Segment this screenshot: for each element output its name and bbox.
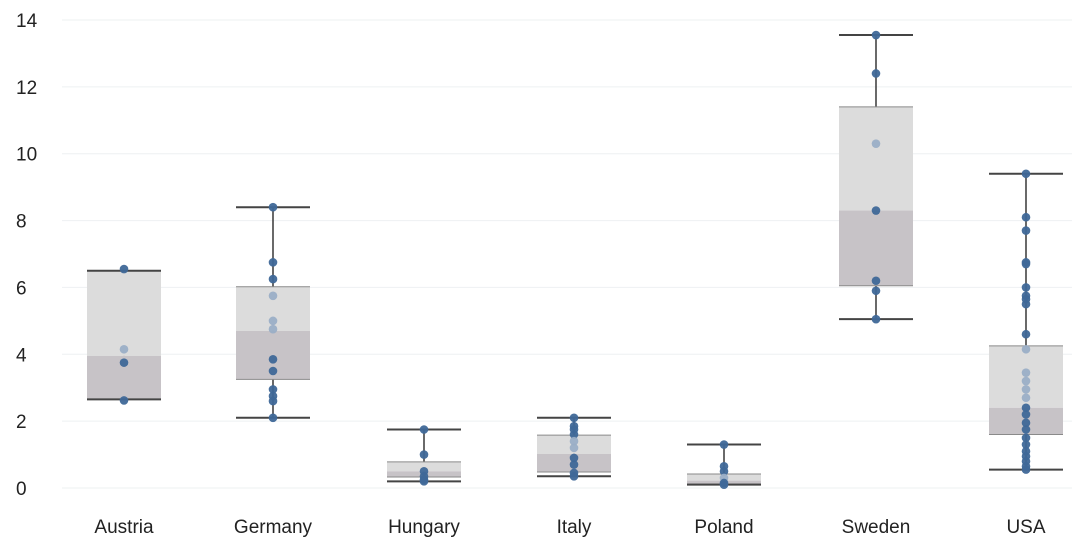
data-point (419, 477, 429, 486)
y-tick-label: 14 (16, 11, 38, 32)
y-tick-label: 12 (16, 78, 37, 99)
data-point (1021, 283, 1031, 292)
data-point (569, 443, 579, 453)
point-layer (119, 30, 1031, 489)
data-point (1021, 393, 1031, 403)
data-point (871, 206, 881, 215)
data-point (871, 30, 881, 40)
axis-layer: 0 2 4 6 8 10 12 14 Austria Germany Hungary Italy Pol… (16, 11, 1046, 538)
data-point (1021, 212, 1031, 222)
x-tick-label: Austria (94, 517, 154, 538)
y-tick-label: 6 (16, 278, 27, 299)
data-point (871, 139, 881, 148)
data-point (569, 430, 579, 439)
data-point (1021, 169, 1031, 179)
data-point (1021, 299, 1031, 309)
data-point (268, 274, 278, 284)
y-tick-label: 8 (16, 212, 27, 233)
data-point (719, 466, 729, 476)
data-point (1021, 440, 1031, 449)
x-tick-label: Poland (694, 517, 753, 538)
data-point (268, 316, 278, 326)
data-point (268, 258, 278, 267)
data-point (1021, 410, 1031, 419)
data-point (871, 276, 881, 286)
data-point (1021, 465, 1031, 474)
grid-layer (62, 19, 1072, 489)
data-point (719, 480, 729, 489)
data-point (1021, 433, 1031, 443)
x-tick-label: USA (1006, 517, 1045, 538)
data-point (569, 453, 579, 463)
box-upper (839, 106, 913, 211)
data-point (1021, 418, 1031, 428)
x-tick-label: Hungary (388, 517, 460, 538)
data-point (1021, 403, 1031, 413)
y-tick-label: 4 (16, 345, 27, 366)
data-point (119, 358, 129, 367)
data-point (419, 450, 429, 459)
data-point (268, 324, 278, 334)
box-layer (87, 34, 1063, 486)
data-point (119, 264, 129, 274)
data-point (1021, 259, 1031, 269)
data-point (119, 396, 129, 405)
data-point (871, 286, 881, 296)
data-point (268, 385, 278, 394)
data-point (871, 69, 881, 78)
data-point (119, 344, 129, 354)
data-point (1021, 385, 1031, 394)
data-point (1021, 344, 1031, 354)
data-point (871, 314, 881, 324)
data-point (268, 366, 278, 376)
data-point (419, 425, 429, 434)
data-point (569, 436, 579, 446)
y-tick-label: 2 (16, 412, 27, 433)
data-point (268, 396, 278, 406)
box-upper (387, 461, 461, 472)
data-point (1021, 425, 1031, 434)
data-point (569, 460, 579, 469)
data-point (569, 413, 579, 423)
data-point (268, 291, 278, 301)
y-tick-label: 10 (16, 145, 37, 166)
data-point (268, 413, 278, 423)
data-point (268, 202, 278, 212)
data-point (1021, 376, 1031, 386)
data-point (1021, 329, 1031, 339)
x-tick-label: Germany (234, 517, 313, 538)
x-tick-label: Sweden (842, 517, 911, 538)
data-point (1021, 226, 1031, 235)
data-point (569, 472, 579, 481)
data-point (268, 355, 278, 364)
y-tick-label: 0 (16, 479, 27, 500)
x-tick-label: Italy (557, 517, 592, 538)
box-group (839, 34, 913, 321)
box-lower (839, 210, 913, 286)
box-upper (87, 270, 161, 356)
data-point (1021, 368, 1031, 377)
box-group (87, 269, 161, 401)
data-point (719, 440, 729, 449)
